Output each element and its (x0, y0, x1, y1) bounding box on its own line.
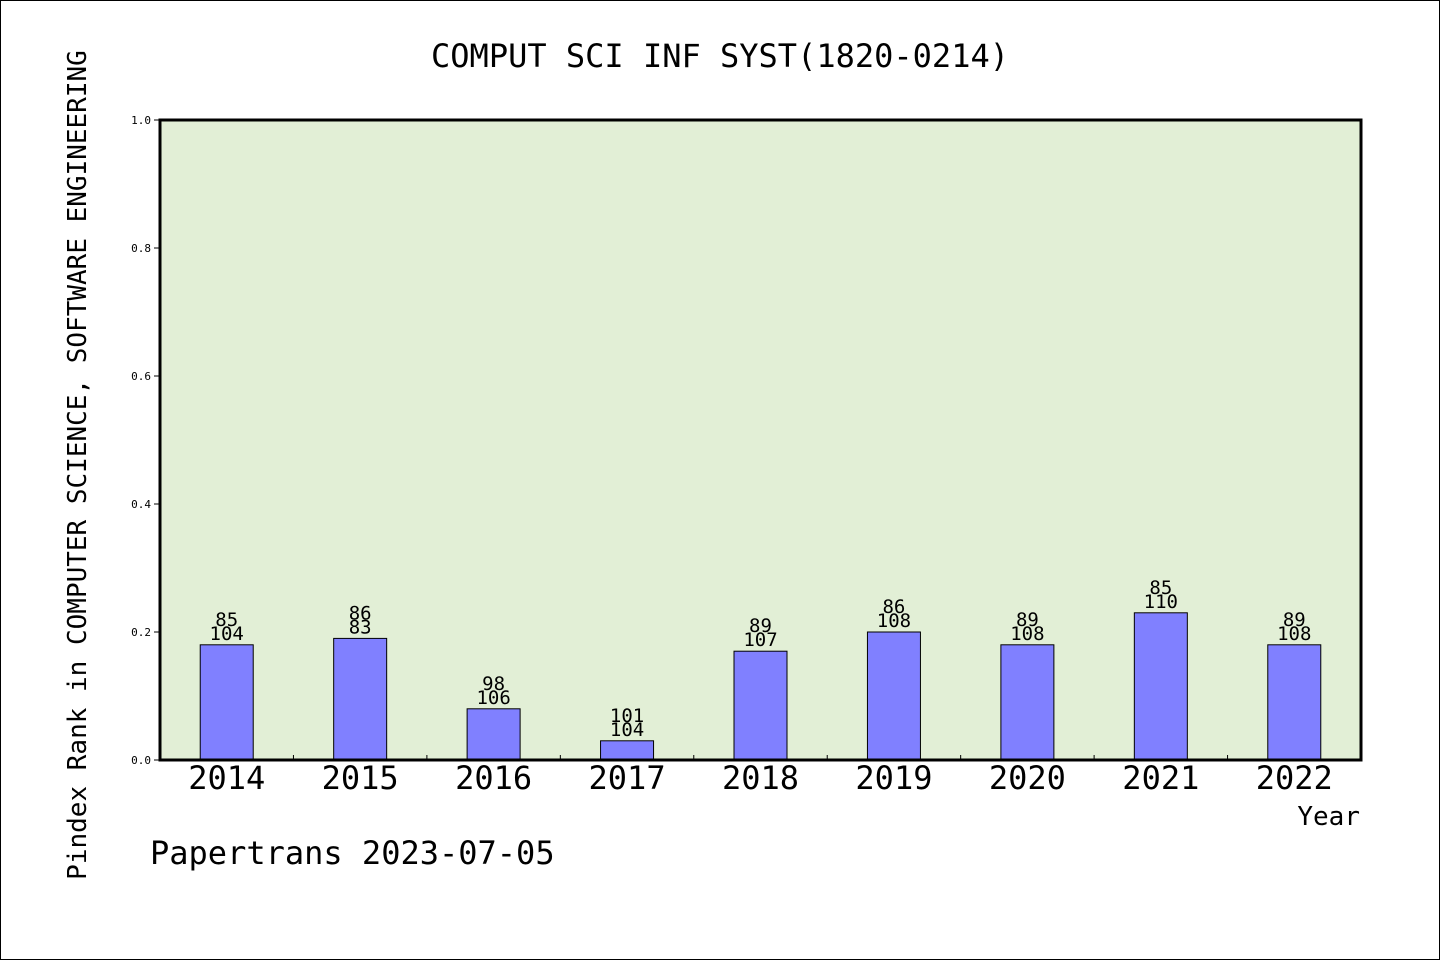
bar-label-top: 86 (349, 602, 372, 624)
bar-2020 (1000, 644, 1055, 761)
x-axis-label: Year (1297, 802, 1360, 832)
bar-label-top: 89 (1283, 609, 1306, 631)
bar-2017 (600, 740, 655, 761)
x-tick-label: 2014 (188, 759, 265, 797)
bar-2016 (466, 708, 521, 761)
bar-label-bottom: 106 (476, 687, 510, 709)
watermark: Papertrans 2023-07-05 (150, 834, 555, 872)
bar-2021 (1133, 612, 1188, 761)
bar-2014 (199, 644, 254, 761)
bar-label-top: 89 (1016, 609, 1039, 631)
bar-series (199, 612, 1322, 761)
bar-label-top: 89 (749, 615, 772, 637)
bar-label-bottom: 108 (1277, 623, 1311, 645)
y-tick-label: 0.6 (131, 370, 151, 383)
y-tick-label: 1.0 (131, 114, 151, 127)
y-tick-label: 0.2 (131, 626, 151, 639)
x-tick-label: 2021 (1122, 759, 1199, 797)
x-tick-label: 2015 (322, 759, 399, 797)
y-axis-label: Pindex Rank in COMPUTER SCIENCE, SOFTWAR… (63, 50, 93, 880)
bar-label-bottom: 104 (210, 623, 244, 645)
bar-label-top: 98 (482, 673, 505, 695)
bar-label-bottom: 110 (1144, 591, 1178, 613)
bar-label-bottom: 108 (877, 610, 911, 632)
x-tick-label: 2017 (589, 759, 666, 797)
bar-label-bottom: 108 (1010, 623, 1044, 645)
bar-label-top: 85 (215, 609, 238, 631)
x-axis-ticks: 2014 2015 2016 2017 2018 2019 2020 2021 2022 (188, 755, 1333, 797)
bar-2018 (733, 650, 788, 761)
bar-label-bottom: 104 (610, 719, 644, 741)
bar-label-bottom: 107 (743, 629, 777, 651)
bar-2022 (1267, 644, 1322, 761)
y-tick-label: 0.0 (131, 754, 151, 767)
bar-label-bottom: 83 (349, 616, 372, 638)
y-axis-ticks: 0.0 0.2 0.4 0.6 0.8 1.0 (131, 114, 160, 767)
plot-frame (158, 118, 1363, 762)
x-tick-label: 2022 (1256, 759, 1333, 797)
bar-2015 (333, 637, 388, 761)
x-tick-label: 2020 (989, 759, 1066, 797)
bar-label-top: 85 (1149, 577, 1172, 599)
y-tick-label: 0.4 (131, 498, 151, 511)
bar-label-top: 101 (610, 705, 644, 727)
bar-label-top: 86 (882, 596, 905, 618)
bar-2019 (866, 631, 921, 761)
x-tick-label: 2018 (722, 759, 799, 797)
x-tick-label: 2019 (855, 759, 932, 797)
x-tick-label: 2016 (455, 759, 532, 797)
chart-title: COMPUT SCI INF SYST(1820-0214) (431, 37, 1009, 75)
y-tick-label: 0.8 (131, 242, 151, 255)
